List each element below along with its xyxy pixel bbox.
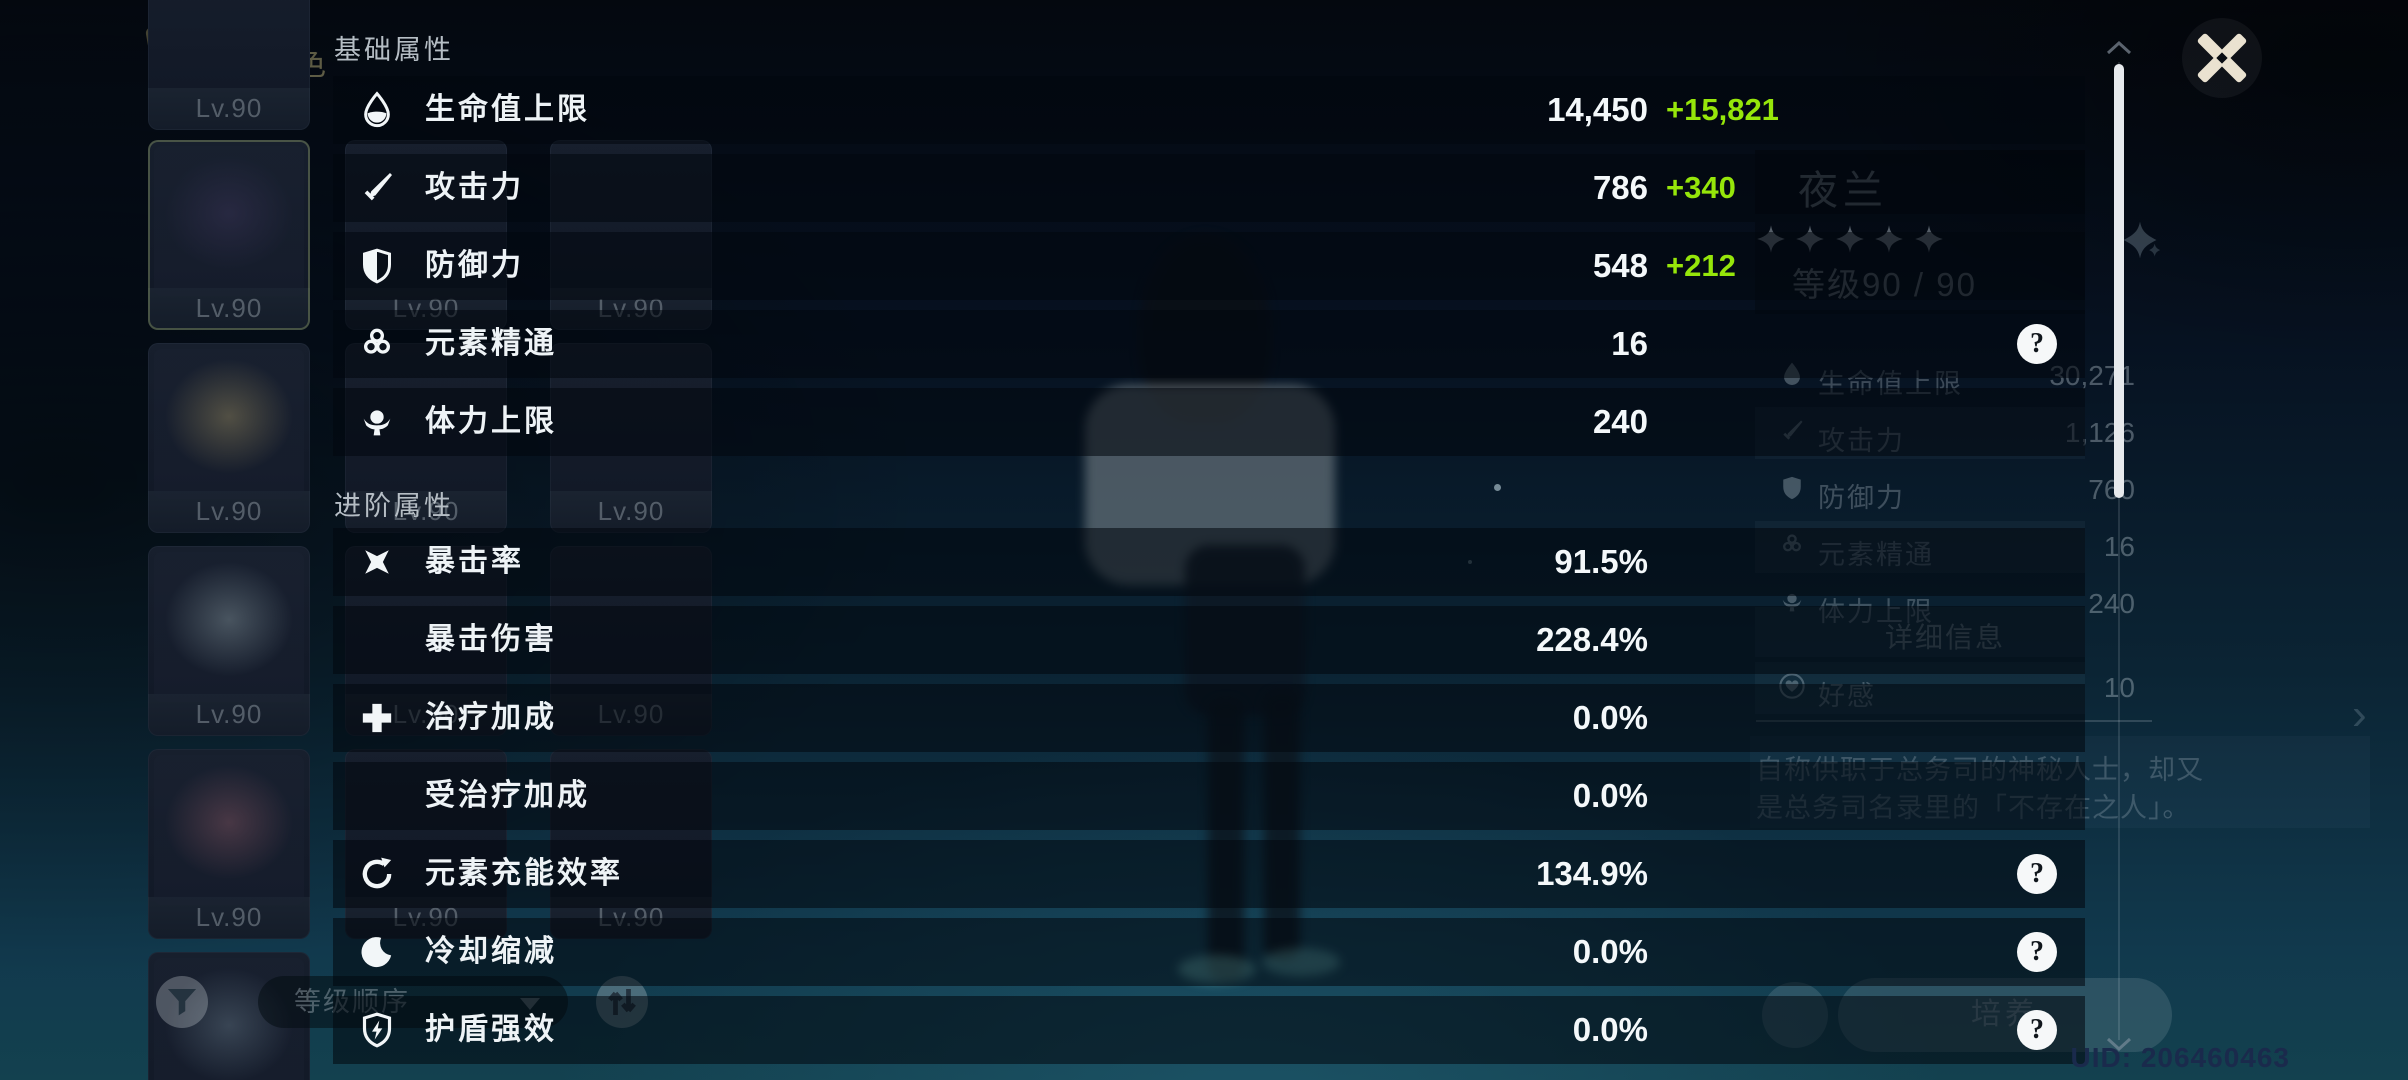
- attr-row-shield-strength: 护盾强效 0.0% ?: [333, 996, 2085, 1064]
- card-level-label: Lv.90: [195, 902, 263, 932]
- help-icon[interactable]: ?: [2017, 1010, 2057, 1050]
- attr-row-healing-bonus: 治疗加成 0.0%: [333, 684, 2085, 752]
- atk-icon: [357, 168, 397, 208]
- card-art: [154, 755, 304, 905]
- character-card[interactable]: Lv.90: [148, 140, 310, 330]
- card-art: [154, 146, 304, 296]
- section-header-advanced: 进阶属性: [334, 491, 454, 521]
- filter-button[interactable]: [156, 976, 208, 1028]
- attr-row-em: 元素精通 16 ?: [333, 310, 2085, 378]
- attr-label: 受治疗加成: [425, 779, 590, 812]
- energy-icon: [357, 854, 397, 894]
- stat-label: 防御力: [1818, 483, 1905, 513]
- card-art: [154, 552, 304, 702]
- card-level-label: Lv.90: [195, 699, 263, 729]
- card-level-label: Lv.90: [195, 496, 263, 526]
- attr-label: 防御力: [425, 249, 524, 282]
- character-card[interactable]: Lv.90: [148, 0, 310, 130]
- attr-row-stamina: 体力上限 240: [333, 388, 2085, 456]
- def-icon: [357, 246, 397, 286]
- card-level-label: Lv.90: [392, 496, 460, 526]
- filter-icon: [167, 989, 197, 1016]
- attr-value: 91.5%: [1554, 543, 1648, 580]
- attr-value: 0.0%: [1572, 1011, 1648, 1048]
- close-icon: [2197, 33, 2247, 83]
- shield-strength-icon: [357, 1010, 397, 1050]
- attr-value: 14,450: [1547, 91, 1648, 128]
- attr-row-cd-reduction: 冷却缩减 0.0% ?: [333, 918, 2085, 986]
- crit-rate-icon: [357, 542, 397, 582]
- close-button[interactable]: [2182, 18, 2262, 98]
- attr-label: 生命值上限: [425, 93, 590, 126]
- em-icon: [357, 324, 397, 364]
- attr-label: 暴击伤害: [425, 623, 557, 656]
- def-icon: [1778, 474, 1806, 507]
- attr-value: 240: [1592, 403, 1648, 440]
- healing-icon: [357, 698, 397, 738]
- help-icon[interactable]: ?: [2017, 854, 2057, 894]
- attr-value: 786: [1592, 169, 1648, 206]
- scroll-up-icon[interactable]: [2105, 40, 2133, 56]
- attr-bonus: +340: [1666, 170, 1736, 205]
- stat-value: 240: [2088, 588, 2135, 619]
- friendship-value: 10: [2103, 672, 2135, 703]
- attr-row-def: 防御力 548 +212: [333, 232, 2085, 300]
- chevron-right-icon[interactable]: ›: [2352, 690, 2367, 739]
- card-art: [154, 349, 304, 499]
- character-card[interactable]: Lv.90: [148, 343, 310, 533]
- attr-row-hp: 生命值上限 14,450 +15,821: [333, 76, 2085, 144]
- character-card[interactable]: Lv.90: [148, 749, 310, 939]
- attr-label: 体力上限: [425, 405, 557, 438]
- stat-value: 16: [2103, 531, 2135, 562]
- stamina-icon: [357, 402, 397, 442]
- uid-label: UID: 206460463: [2070, 1042, 2290, 1073]
- attr-label: 攻击力: [425, 171, 524, 204]
- attr-label: 暴击率: [425, 545, 524, 578]
- attr-row-incoming-healing: 受治疗加成 0.0%: [333, 762, 2085, 830]
- attr-row-atk: 攻击力 786 +340: [333, 154, 2085, 222]
- attr-value: 0.0%: [1572, 699, 1648, 736]
- attr-label: 元素精通: [425, 327, 557, 360]
- attr-value: 228.4%: [1536, 621, 1648, 658]
- attr-label: 元素充能效率: [425, 857, 623, 890]
- hp-icon: [357, 90, 397, 130]
- help-icon[interactable]: ?: [2017, 324, 2057, 364]
- attr-label: 冷却缩减: [425, 935, 557, 968]
- attr-value: 0.0%: [1572, 777, 1648, 814]
- attr-row-crit-dmg: 暴击伤害 228.4%: [333, 606, 2085, 674]
- cd-icon: [357, 932, 397, 972]
- attr-value: 0.0%: [1572, 933, 1648, 970]
- scrollbar-track[interactable]: [2118, 62, 2120, 1040]
- scrollbar-thumb[interactable]: [2114, 64, 2124, 498]
- hydro-element-icon: [2118, 218, 2162, 267]
- sparkle: [1494, 484, 1501, 491]
- scroll-down-icon[interactable]: [2105, 1036, 2133, 1052]
- attr-value: 16: [1611, 325, 1648, 362]
- card-level-label: Lv.90: [597, 496, 665, 526]
- attr-bonus: +212: [1666, 248, 1736, 283]
- attr-row-crit-rate: 暴击率 91.5%: [333, 528, 2085, 596]
- stat-value: 760: [2088, 474, 2135, 505]
- character-card[interactable]: Lv.90: [148, 546, 310, 736]
- attr-bonus: +15,821: [1666, 92, 1779, 127]
- card-level-label: Lv.90: [195, 93, 263, 123]
- help-icon[interactable]: ?: [2017, 932, 2057, 972]
- section-header-basic: 基础属性: [334, 35, 454, 65]
- attr-value: 548: [1592, 247, 1648, 284]
- attr-row-energy-recharge: 元素充能效率 134.9% ?: [333, 840, 2085, 908]
- attr-value: 134.9%: [1536, 855, 1648, 892]
- attr-label: 治疗加成: [425, 701, 557, 734]
- card-level-label: Lv.90: [195, 293, 263, 323]
- attr-label: 护盾强效: [425, 1013, 557, 1046]
